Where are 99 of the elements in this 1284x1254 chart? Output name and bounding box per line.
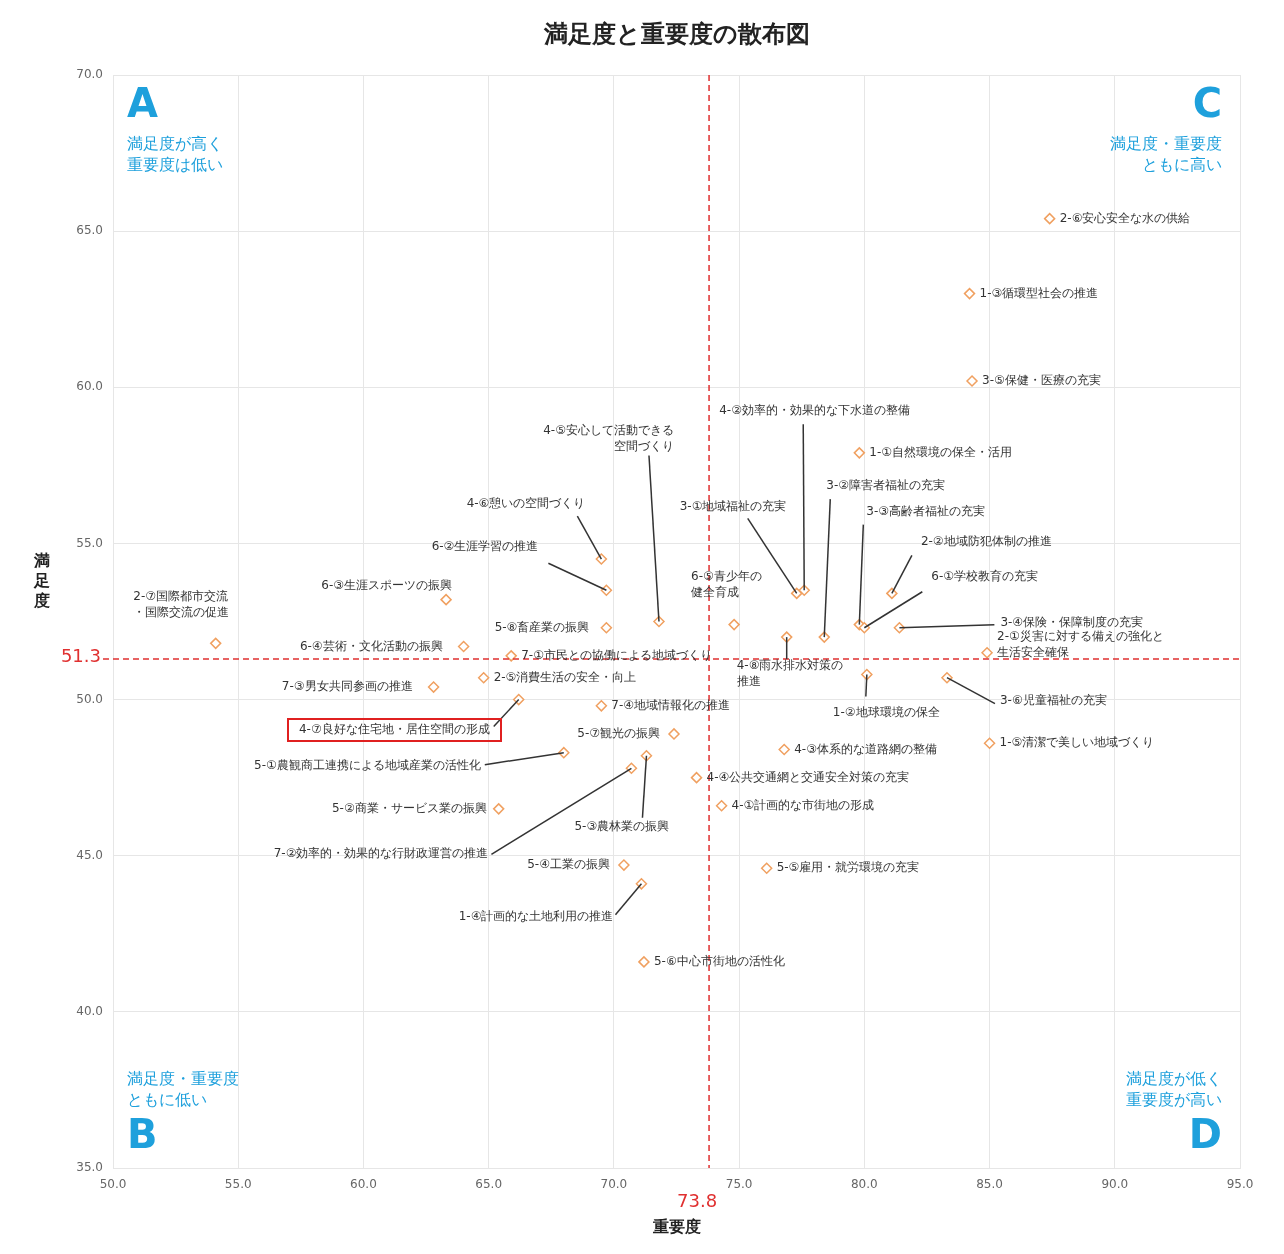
x-tick-label: 50.0 bbox=[99, 1177, 127, 1192]
annotation: 4-④公共交通網と交通安全対策の充実 bbox=[706, 769, 910, 784]
point bbox=[760, 862, 773, 874]
annotation: 3-⑥児童福祉の充実 bbox=[999, 692, 1107, 707]
point bbox=[963, 287, 976, 300]
annotation: 満足度が低く重要度が高い bbox=[1126, 1068, 1222, 1109]
ref-line-label: 51.3 bbox=[60, 644, 101, 666]
chart-title: 満足度と重要度の散布図 bbox=[542, 20, 810, 49]
annotation: 6-②生涯学習の推進 bbox=[431, 539, 539, 554]
point bbox=[728, 618, 740, 631]
annotation: 6-⑤青少年の健全育成 bbox=[691, 568, 762, 599]
annotation: 1-⑤清潔で美しい地域づくり bbox=[999, 735, 1155, 750]
annotation: 5-⑥中心市街地の活性化 bbox=[653, 954, 785, 969]
point bbox=[690, 771, 703, 784]
annotation: 5-①農観商工連携による地域産業の活性化 bbox=[254, 757, 481, 772]
annotation: 5-④工業の振興 bbox=[527, 857, 610, 872]
annotation: 3-⑤保健・医療の充実 bbox=[982, 373, 1101, 388]
ref-line-label: 73.8 bbox=[677, 1189, 718, 1211]
point bbox=[668, 728, 680, 740]
annotation: B bbox=[127, 1111, 158, 1158]
annotation: 6-①学校教育の充実 bbox=[931, 568, 1039, 583]
annotation: 5-⑧畜産業の振興 bbox=[494, 619, 590, 634]
point bbox=[983, 737, 996, 750]
x-tick-label: 70.0 bbox=[600, 1177, 628, 1192]
annotation: 2-⑤消費生活の安全・向上 bbox=[493, 669, 637, 684]
x-tick-label: 95.0 bbox=[1226, 1177, 1254, 1192]
annotation: C bbox=[1192, 80, 1222, 127]
point bbox=[941, 671, 953, 684]
annotation: 3-①地域福祉の充実 bbox=[679, 498, 787, 513]
annotation: 4-⑦良好な住宅地・居住空間の形成 bbox=[298, 721, 490, 736]
annotation: 7-④地域情報化の推進 bbox=[611, 697, 731, 712]
x-tick-label: 60.0 bbox=[350, 1177, 377, 1192]
point bbox=[492, 803, 505, 815]
point bbox=[1043, 212, 1056, 225]
y-tick-label: 60.0 bbox=[76, 379, 103, 394]
annotation: D bbox=[1188, 1111, 1222, 1158]
annotation: 1-④計画的な土地利用の推進 bbox=[458, 908, 614, 923]
point bbox=[505, 650, 517, 662]
point bbox=[818, 631, 831, 643]
annotation: 7-②効率的・効果的な行財政運営の推進 bbox=[273, 846, 489, 861]
point bbox=[600, 622, 613, 634]
x-tick-label: 55.0 bbox=[224, 1177, 252, 1192]
annotation: 4-②効率的・効果的な下水道の整備 bbox=[719, 403, 910, 418]
annotation: 3-④保険・保障制度の充実 bbox=[1000, 614, 1144, 629]
x-tick-label: 80.0 bbox=[850, 1177, 878, 1192]
annotation: 6-③生涯スポーツの振興 bbox=[321, 577, 453, 592]
annotation: 5-⑦観光の振興 bbox=[577, 726, 660, 741]
point bbox=[780, 631, 793, 643]
annotation: 満足度が高く重要度は低い bbox=[127, 133, 223, 174]
y-tick-label: 65.0 bbox=[76, 223, 103, 238]
annotation: 7-③男女共同参画の推進 bbox=[281, 679, 413, 694]
point bbox=[595, 700, 608, 712]
annotation: 満足度・重要度ともに低い bbox=[127, 1068, 239, 1109]
annotation: 満足度・重要度ともに高い bbox=[1110, 133, 1222, 174]
annotation: 2-⑦国際都市交流・国際交流の促進 bbox=[132, 589, 229, 620]
point bbox=[858, 622, 871, 634]
annotation: 1-③循環型社会の推進 bbox=[979, 285, 1099, 300]
annotation: 2-⑥安心安全な水の供給 bbox=[1059, 210, 1191, 225]
point bbox=[477, 671, 490, 684]
annotation: 1-①自然環境の保全・活用 bbox=[869, 444, 1013, 459]
annotation: 6-④芸術・文化活動の振興 bbox=[299, 638, 443, 653]
annotation: 2-②地域防犯体制の推進 bbox=[920, 533, 1052, 548]
annotation: 3-②障害者福祉の充実 bbox=[826, 478, 945, 493]
y-tick-label: 70.0 bbox=[76, 67, 103, 82]
annotation: 1-②地球環境の保全 bbox=[832, 704, 940, 719]
point bbox=[638, 956, 650, 968]
y-axis-title: 満足度 bbox=[33, 550, 50, 610]
point bbox=[853, 447, 866, 459]
x-tick-label: 90.0 bbox=[1101, 1177, 1129, 1192]
x-tick-label: 85.0 bbox=[976, 1177, 1003, 1192]
point bbox=[457, 640, 470, 653]
point bbox=[981, 646, 993, 659]
annotation: 4-①計画的な市街地の形成 bbox=[731, 797, 875, 812]
point bbox=[427, 681, 440, 693]
y-tick-label: 40.0 bbox=[76, 1003, 103, 1018]
point bbox=[440, 593, 452, 606]
annotation: 4-⑥憩いの空間づくり bbox=[466, 496, 586, 511]
annotation: 3-③高齢者福祉の充実 bbox=[866, 503, 986, 518]
point bbox=[715, 800, 728, 812]
y-tick-label: 50.0 bbox=[76, 691, 103, 706]
annotation: 5-③農林業の振興 bbox=[574, 818, 670, 833]
annotation: 5-⑤雇用・就労環境の充実 bbox=[776, 860, 920, 875]
point bbox=[618, 859, 630, 871]
point bbox=[778, 743, 790, 756]
annotation: 4-⑧雨水排水対策の推進 bbox=[736, 658, 844, 689]
y-tick-label: 55.0 bbox=[76, 535, 103, 550]
annotation: 2-①災害に対する備えの強化と生活安全確保 bbox=[997, 628, 1164, 659]
annotation: 5-②商業・サービス業の振興 bbox=[331, 801, 487, 815]
annotation: 4-⑤安心して活動できる空間づくり bbox=[543, 422, 674, 453]
point bbox=[893, 622, 906, 634]
x-axis-title: 重要度 bbox=[651, 1217, 701, 1237]
point bbox=[209, 637, 222, 650]
x-tick-label: 75.0 bbox=[725, 1177, 753, 1192]
y-tick-label: 35.0 bbox=[76, 1160, 103, 1175]
x-tick-label: 65.0 bbox=[475, 1177, 503, 1192]
y-tick-label: 45.0 bbox=[76, 847, 103, 862]
annotation: 4-③体系的な道路網の整備 bbox=[794, 741, 937, 756]
point bbox=[966, 375, 978, 387]
annotation: A bbox=[127, 80, 158, 127]
